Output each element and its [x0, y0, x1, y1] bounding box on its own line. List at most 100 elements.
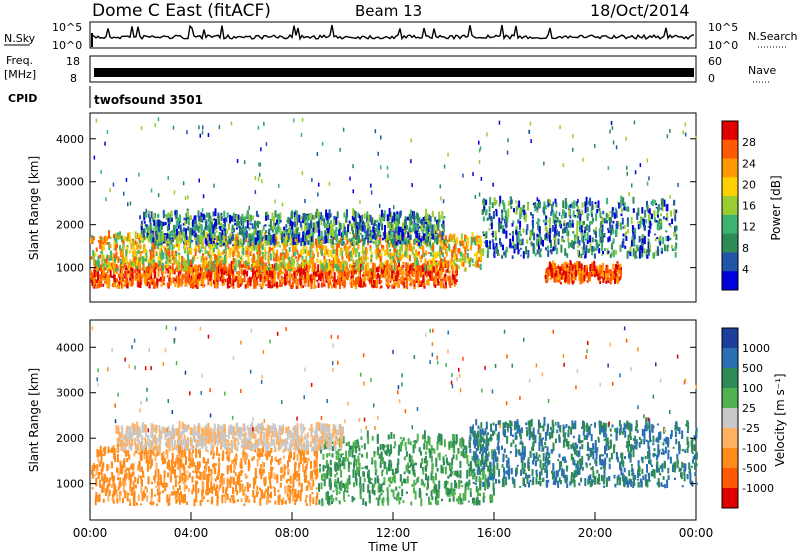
scatter-cell	[557, 266, 560, 269]
scatter-cell	[352, 263, 355, 266]
scatter-cell	[405, 242, 408, 246]
scatter-cell	[342, 277, 345, 281]
scatter-cell	[557, 279, 560, 283]
scatter-cell	[415, 272, 418, 281]
scatter-cell	[451, 234, 454, 238]
colorbar-tick-label: 24	[742, 157, 756, 170]
scatter-cell	[327, 282, 330, 289]
scatter-cell	[498, 217, 501, 226]
scatter-cell	[339, 223, 342, 231]
scatter-cell	[356, 233, 359, 239]
scatter-cell	[273, 216, 276, 224]
nsky-frame	[89, 21, 697, 49]
scatter-cell	[247, 278, 250, 286]
scatter-cell	[259, 172, 261, 177]
scatter-cell	[204, 260, 206, 267]
scatter-cell	[621, 208, 624, 213]
scatter-cell	[125, 249, 128, 258]
scatter-cell	[684, 122, 687, 127]
scatter-cell	[269, 253, 272, 261]
scatter-cell	[235, 260, 238, 266]
scatter-cell	[232, 212, 235, 218]
scatter-cell	[493, 246, 496, 252]
colorbar-swatch	[722, 177, 738, 197]
scatter-cell	[221, 282, 224, 286]
scatter-cell	[636, 212, 639, 220]
scatter-cell	[393, 245, 396, 249]
scatter-cell	[444, 285, 446, 289]
scatter-cell	[371, 218, 374, 223]
scatter-cell	[646, 181, 649, 186]
scatter-cell	[408, 220, 411, 228]
scatter-cell	[189, 236, 192, 244]
scatter-cell	[646, 158, 649, 163]
scatter-cell	[637, 221, 640, 224]
scatter-cell	[478, 160, 481, 164]
scatter-cell	[400, 241, 403, 250]
scatter-cell	[146, 265, 149, 272]
scatter-cell	[105, 264, 108, 271]
scatter-cell	[288, 274, 291, 278]
scatter-cell	[609, 253, 612, 258]
scatter-cell	[482, 231, 485, 234]
scatter-cell	[351, 226, 353, 231]
scatter-cell	[139, 215, 141, 220]
scatter-cell	[366, 230, 368, 237]
scatter-cell	[173, 190, 176, 195]
scatter-cell	[264, 277, 267, 281]
scatter-cell	[321, 242, 323, 249]
scatter-cell	[320, 248, 323, 256]
scatter-cell	[285, 230, 288, 238]
scatter-cell	[177, 260, 180, 264]
scatter-cell	[204, 226, 206, 231]
scatter-cell	[444, 277, 447, 282]
scatter-cell	[478, 192, 481, 197]
scatter-cell	[425, 225, 428, 233]
scatter-cell	[440, 267, 443, 276]
scatter-cell	[572, 280, 575, 284]
scatter-cell	[157, 117, 160, 122]
scatter-cell	[601, 216, 604, 224]
scatter-cell	[122, 284, 125, 287]
scatter-cell	[168, 213, 171, 218]
scatter-cell	[255, 268, 258, 274]
scatter-cell	[134, 240, 137, 245]
scatter-cell	[313, 274, 316, 282]
scatter-cell	[455, 253, 458, 261]
scatter-cell	[606, 271, 608, 275]
scatter-cell	[390, 267, 393, 271]
scatter-cell	[325, 235, 328, 244]
scatter-cell	[409, 243, 412, 251]
scatter-cell	[589, 197, 592, 207]
scatter-cell	[222, 223, 225, 231]
scatter-cell	[647, 238, 650, 242]
scatter-cell	[166, 274, 169, 278]
scatter-cell	[124, 270, 127, 278]
scatter-cell	[438, 261, 441, 267]
scatter-cell	[575, 269, 577, 277]
scatter-cell	[251, 258, 254, 264]
scatter-cell	[363, 238, 366, 242]
scatter-cell	[133, 262, 136, 267]
scatter-cell	[488, 213, 491, 220]
scatter-cell	[290, 235, 293, 240]
scatter-cell	[418, 255, 421, 259]
scatter-cell	[206, 268, 209, 272]
scatter-cell	[96, 284, 99, 289]
scatter-cell	[455, 264, 458, 272]
power-data-layer	[90, 117, 698, 290]
scatter-cell	[251, 276, 254, 279]
scatter-cell	[221, 251, 224, 256]
scatter-cell	[408, 213, 411, 221]
scatter-cell	[418, 217, 421, 220]
scatter-cell	[195, 234, 198, 239]
scatter-cell	[282, 230, 285, 234]
scatter-cell	[186, 217, 189, 220]
scatter-cell	[249, 239, 252, 246]
scatter-cell	[127, 270, 130, 274]
nsky-tick-bottom: 10^0	[52, 39, 82, 52]
scatter-cell	[424, 222, 427, 225]
scatter-cell	[213, 260, 215, 268]
scatter-cell	[619, 244, 622, 252]
scatter-cell	[146, 230, 149, 238]
